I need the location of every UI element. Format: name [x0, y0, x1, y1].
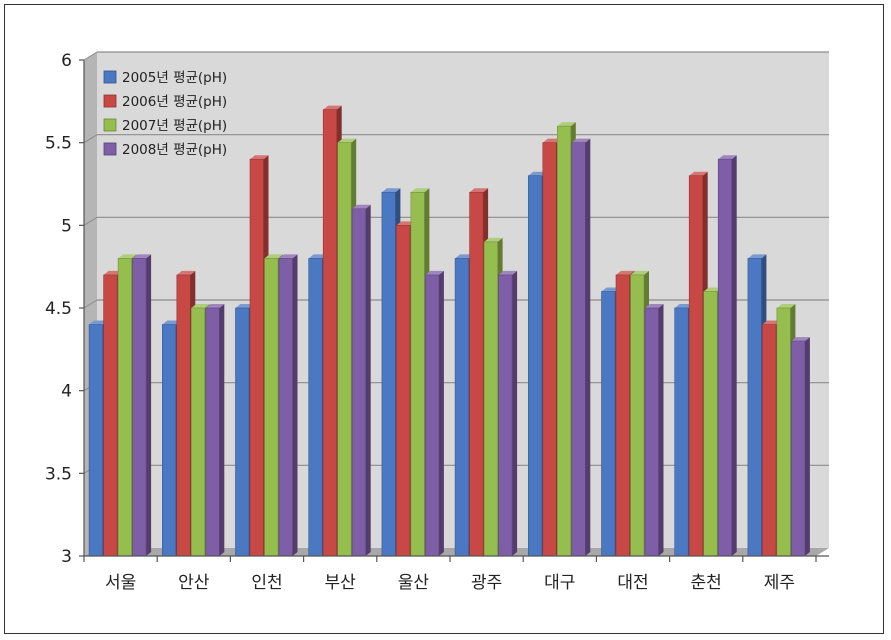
x-tick-labels: 서울 안산 인천 부산 울산 광주 대구 대전 춘천 제주: [105, 573, 795, 593]
y-tick-label: 3: [61, 547, 72, 567]
legend-swatch: [103, 94, 117, 108]
legend-label: 2006년 평균(pH): [122, 94, 227, 110]
legend-swatch: [103, 118, 117, 132]
legend-swatch: [103, 142, 117, 156]
bar-4-6: [498, 270, 518, 557]
x-tick-label: 부산: [325, 573, 357, 593]
y-tick-label: 4: [61, 382, 72, 402]
bar-4-4: [351, 204, 371, 557]
x-tick-label: 울산: [398, 573, 430, 593]
y-tick-label: 5: [61, 216, 72, 236]
bar-4-1: [132, 254, 152, 557]
axes: [79, 59, 829, 562]
y-tick-labels: 3 3.5 4 4.5 5 5.5 6: [45, 51, 72, 567]
gridline-side: [83, 134, 98, 144]
bar-4-3: [278, 254, 298, 557]
bar-4-5: [425, 270, 444, 557]
x-tick-label: 서울: [105, 573, 136, 593]
bar-4-8: [644, 304, 664, 557]
y-tick-label: 3.5: [45, 464, 72, 484]
x-tick-label: 대전: [617, 573, 648, 593]
legend-item: 2006년 평균(pH): [103, 94, 227, 110]
legend-item: 2007년 평균(pH): [103, 118, 227, 134]
bar-3-5: [410, 188, 430, 557]
gridline-side: [83, 51, 98, 61]
y-tick-label: 4.5: [45, 299, 72, 319]
y-tick-label: 6: [61, 51, 72, 71]
legend-label: 2008년 평균(pH): [122, 142, 227, 158]
x-tick-label: 안산: [178, 573, 210, 593]
x-tick-label: 인천: [251, 573, 282, 593]
y-tick-label: 5.5: [45, 134, 72, 154]
bar-4-2: [205, 304, 225, 557]
bar-4-10: [791, 337, 810, 557]
gridline-side: [83, 299, 98, 309]
bar-4-9: [717, 155, 737, 557]
legend-label: 2007년 평균(pH): [122, 118, 227, 134]
x-tick-label: 춘천: [691, 573, 722, 593]
bars: [88, 105, 810, 557]
legend: 2005년 평균(pH) 2006년 평균(pH) 2007년 평균(pH) 2008…: [103, 70, 227, 158]
x-tick-label: 광주: [471, 573, 502, 593]
legend-item: 2008년 평균(pH): [103, 142, 227, 158]
x-tick-label: 제주: [764, 573, 795, 593]
bar-4-7: [571, 138, 591, 557]
gridline-side: [83, 216, 98, 226]
legend-swatch: [103, 70, 117, 84]
x-tick-label: 대구: [544, 573, 575, 593]
legend-label: 2005년 평균(pH): [122, 70, 227, 86]
legend-item: 2005년 평균(pH): [103, 70, 227, 86]
